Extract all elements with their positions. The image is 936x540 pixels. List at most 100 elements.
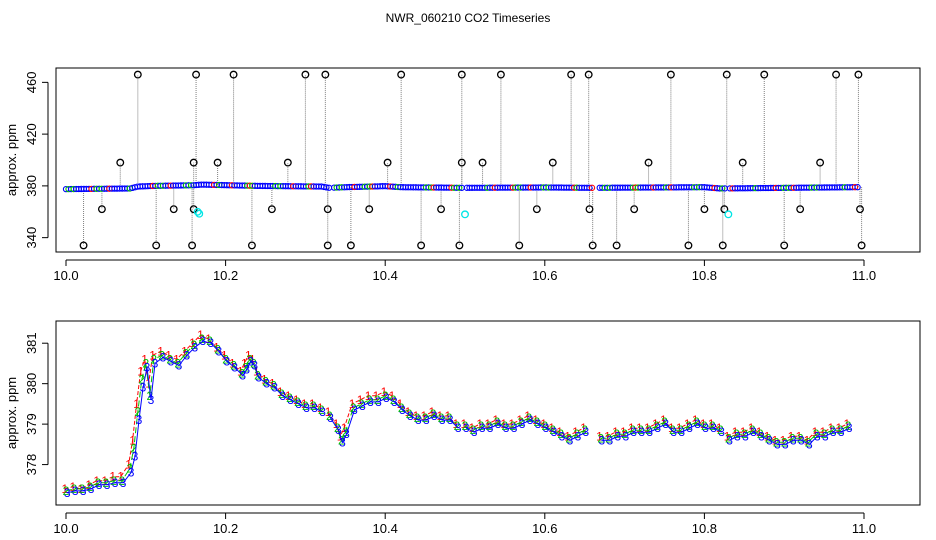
series-2-marker: 2 (130, 441, 137, 455)
outlier-point (588, 241, 597, 250)
series-1-marker: 1 (820, 425, 827, 439)
series-2-marker: 2 (126, 462, 133, 476)
series-2-marker: 2 (182, 346, 189, 360)
series-3-marker: 3 (231, 360, 238, 374)
series-line-3 (729, 427, 850, 446)
x-tick-label: 10.8 (692, 268, 717, 283)
y-tick-label: 378 (24, 454, 39, 476)
outlier-point (612, 241, 621, 250)
series-3-marker: 3 (327, 411, 334, 425)
outlier-point (189, 205, 198, 214)
series-2-marker: 2 (557, 427, 564, 441)
outlier-point (856, 205, 864, 214)
series-3-marker: 3 (519, 417, 526, 431)
outlier-point (133, 70, 142, 79)
series-1-marker: 1 (101, 474, 108, 488)
series-1-marker: 1 (612, 425, 619, 439)
series-3-marker: 3 (774, 437, 781, 451)
series-1-marker: 1 (460, 417, 467, 431)
series-3-marker: 3 (630, 425, 637, 439)
x-tick-label: 10.4 (373, 268, 398, 283)
series-2-marker: 2 (709, 419, 716, 433)
series-2-marker: 2 (438, 411, 445, 425)
series-3-marker: 3 (335, 423, 342, 437)
series-2-marker: 2 (278, 387, 285, 401)
outlier-point (478, 158, 487, 167)
outlier-point (760, 70, 769, 79)
outlier-point (532, 205, 541, 214)
series-2-marker: 2 (789, 431, 796, 445)
series-3-marker: 3 (311, 401, 318, 415)
series-2-marker: 2 (813, 427, 820, 441)
y-tick-label: 460 (24, 72, 39, 94)
series-3-marker: 3 (64, 486, 71, 500)
series-2-marker: 2 (765, 431, 772, 445)
outlier-point (437, 205, 446, 214)
series-line-1 (726, 423, 848, 441)
series-2-marker: 2 (318, 403, 325, 417)
outlier-point (548, 158, 557, 167)
series-1-marker: 1 (117, 470, 124, 484)
outlier-point (718, 241, 727, 250)
series-2-marker: 2 (358, 397, 365, 411)
panel-bottom-ylabel: approx. ppm (4, 377, 19, 449)
x-tick-label: 10.0 (53, 268, 78, 283)
series-2-marker: 2 (230, 358, 237, 372)
series-2-marker: 2 (669, 423, 676, 437)
series-3-marker: 3 (734, 429, 741, 443)
series-2-marker: 2 (502, 419, 509, 433)
outlier-point (630, 205, 639, 214)
series-1-marker: 1 (540, 417, 547, 431)
series-3-marker: 3 (814, 429, 821, 443)
series-3-marker: 3 (152, 356, 159, 370)
series-2-marker: 2 (430, 407, 437, 421)
outlier-point (738, 158, 747, 167)
x-tick-label: 11.0 (852, 521, 876, 536)
series-3-marker: 3 (215, 344, 222, 358)
series-3-marker: 3 (287, 393, 294, 407)
outlier-point (213, 158, 222, 167)
data-point (323, 184, 330, 191)
series-3-marker: 3 (383, 391, 390, 405)
panel-top-frame (55, 67, 921, 253)
series-1-marker: 1 (229, 356, 236, 370)
series-line-3 (465, 419, 587, 441)
series-3-marker: 3 (822, 429, 829, 443)
series-1-marker: 1 (381, 385, 388, 399)
series-3-marker: 3 (447, 413, 454, 427)
series-1-marker: 1 (93, 474, 100, 488)
series-3-marker: 3 (694, 417, 701, 431)
series-1-marker: 1 (828, 421, 835, 435)
series-3-marker: 3 (718, 425, 725, 439)
series-3-marker: 3 (243, 363, 250, 377)
x-tick-label: 10.4 (373, 521, 398, 536)
series-3-marker: 3 (431, 409, 438, 423)
series-1-marker: 1 (333, 417, 340, 431)
series-2-marker: 2 (366, 393, 373, 407)
outlier-point (346, 241, 355, 250)
x-tick-label: 10.2 (213, 268, 238, 283)
series-3-marker: 3 (251, 358, 258, 372)
series-2-marker: 2 (342, 425, 349, 439)
series-1-marker: 1 (245, 348, 252, 362)
outlier-point (417, 241, 426, 250)
series-2-marker: 2 (597, 431, 604, 445)
series-1-marker: 1 (397, 397, 404, 411)
outlier-point (796, 205, 805, 214)
series-1-marker: 1 (708, 417, 715, 431)
series-3-marker: 3 (654, 421, 661, 435)
series-2-marker: 2 (390, 393, 397, 407)
outlier-point (365, 205, 374, 214)
series-1-marker: 1 (724, 429, 731, 443)
series-1-marker: 1 (668, 421, 675, 435)
outlier-point (496, 70, 505, 79)
series-3-marker: 3 (638, 425, 645, 439)
series-1-marker: 1 (644, 421, 651, 435)
series-2-marker: 2 (242, 360, 249, 374)
series-1-marker: 1 (548, 421, 555, 435)
series-1-marker: 1 (604, 429, 611, 443)
series-2-marker: 2 (270, 379, 277, 393)
series-2-marker: 2 (134, 405, 141, 419)
series-3-marker: 3 (263, 377, 270, 391)
series-3-marker: 3 (72, 484, 79, 498)
